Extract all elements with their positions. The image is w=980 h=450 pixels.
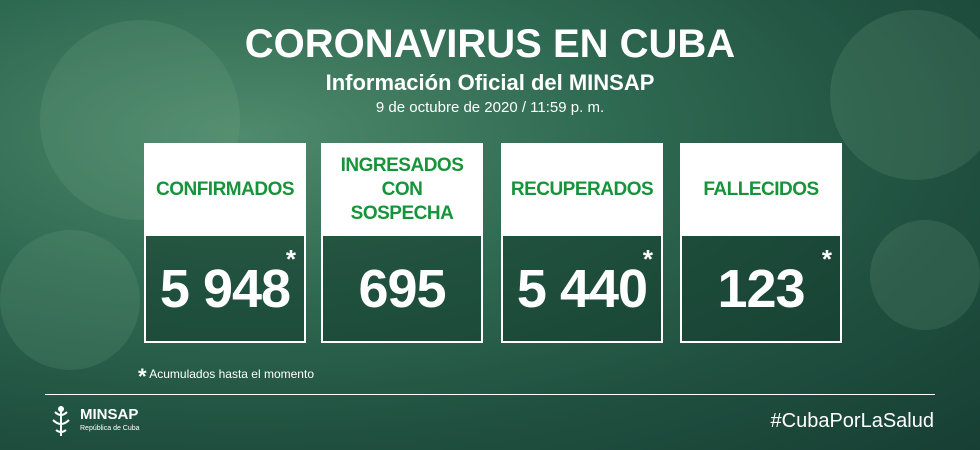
card-value: 123 xyxy=(717,258,805,319)
card-asterisk: * xyxy=(821,244,832,274)
virus-decor xyxy=(870,220,980,330)
divider xyxy=(45,394,935,395)
footnote: * Acumulados hasta el momento xyxy=(138,364,314,390)
card-label: RECUPERADOS xyxy=(501,143,663,236)
card: INGRESADOS CON SOSPECHA 695 xyxy=(321,143,483,343)
card: RECUPERADOS 5 440 * xyxy=(501,143,663,343)
card-asterisk: * xyxy=(642,244,653,274)
virus-decor xyxy=(830,10,980,180)
card-value: 5 440 xyxy=(516,258,648,319)
logo-subtext: República de Cuba xyxy=(80,425,140,432)
card-value: 5 948 xyxy=(159,258,291,319)
card-label: INGRESADOS CON SOSPECHA xyxy=(321,143,483,236)
card: CONFIRMADOS 5 948 * xyxy=(144,143,306,343)
card-body: 5 948 * xyxy=(144,236,306,343)
card-body: 123 * xyxy=(680,236,842,343)
date: 9 de octubre de 2020 / 11:59 p. m. xyxy=(375,99,605,116)
virus-decor xyxy=(0,230,140,370)
card: FALLECIDOS 123 * xyxy=(680,143,842,343)
card-body: 695 xyxy=(321,236,483,343)
logo-text: MINSAP xyxy=(80,406,139,423)
card-body: 5 440 * xyxy=(501,236,663,343)
footnote-asterisk: * xyxy=(138,364,147,389)
hashtag: #CubaPorLaSalud xyxy=(770,410,934,432)
card-value: 695 xyxy=(358,258,446,319)
footnote-text: Acumulados hasta el momento xyxy=(149,367,314,381)
subtitle: Información Oficial del MINSAP xyxy=(325,70,655,95)
card-label: FALLECIDOS xyxy=(680,143,842,236)
title: CORONAVIRUS EN CUBA xyxy=(244,22,736,66)
logo-icon xyxy=(52,406,70,436)
card-asterisk: * xyxy=(285,244,296,274)
card-label: CONFIRMADOS xyxy=(144,143,306,236)
